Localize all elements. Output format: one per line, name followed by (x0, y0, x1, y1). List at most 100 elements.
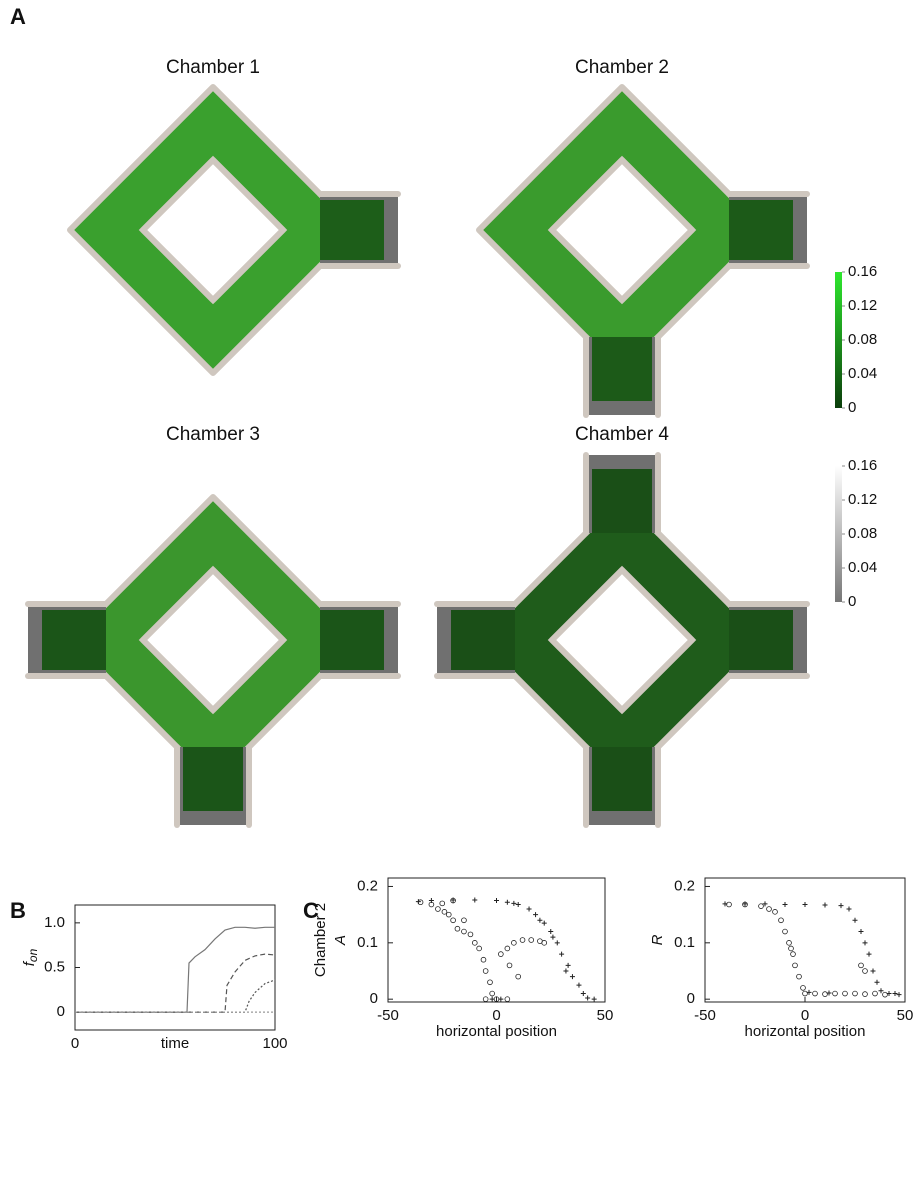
scatter-point (462, 929, 467, 934)
scatter-point (847, 907, 852, 912)
scatter-point (516, 902, 521, 907)
y-tick-label: 0 (370, 990, 378, 1007)
cell-cluster (592, 469, 652, 533)
x-tick-label: 50 (597, 1007, 614, 1024)
plot-frame (75, 905, 275, 1030)
y-tick-label: 0 (687, 990, 695, 1007)
colorbar (835, 466, 842, 602)
x-axis-label: time (161, 1035, 189, 1052)
scatter-point (520, 938, 525, 943)
scatter-point (873, 991, 878, 996)
scatter-point (787, 940, 792, 945)
colorbar-tick-label: 0.08 (848, 331, 877, 348)
scatter-point (455, 926, 460, 931)
scatter-point (570, 974, 575, 979)
scatter-point (859, 929, 864, 934)
scatter-point (853, 918, 858, 923)
scatter-point (843, 991, 848, 996)
scatter-point (507, 963, 512, 968)
cell-cluster (320, 610, 384, 670)
data-line (75, 954, 275, 1012)
scatter-point (813, 991, 818, 996)
scatter-point (773, 909, 778, 914)
x-tick-label: 100 (262, 1035, 287, 1052)
scatter-point (468, 932, 473, 937)
x-tick-label: 0 (801, 1007, 809, 1024)
x-tick-label: -50 (377, 1007, 399, 1024)
y-axis-label: A (332, 935, 349, 946)
scatter-point (871, 969, 876, 974)
scatter-point (823, 992, 828, 997)
cell-cluster (729, 200, 793, 260)
y-axis-label: R (649, 934, 666, 945)
scatter-point (436, 907, 441, 912)
scatter-point (498, 952, 503, 957)
scatter-point (481, 957, 486, 962)
scatter-point (505, 997, 510, 1002)
scatter-point (529, 938, 534, 943)
scatter-point (446, 912, 451, 917)
scatter-point (563, 969, 568, 974)
plot-frame (388, 878, 605, 1002)
chamber-title: Chamber 2 (575, 57, 669, 78)
x-tick-label: 0 (71, 1035, 79, 1052)
scatter-point (585, 996, 590, 1001)
scatter-point (797, 974, 802, 979)
scatter-point (779, 918, 784, 923)
scatter-point (511, 940, 516, 945)
scatter-point (477, 946, 482, 951)
cell-cluster (183, 747, 243, 811)
scatter-point (498, 997, 503, 1002)
x-tick-label: -50 (694, 1007, 716, 1024)
scatter-point (833, 991, 838, 996)
scatter-point (555, 940, 560, 945)
y-tick-label: 0.2 (357, 877, 378, 894)
scatter-point (867, 952, 872, 957)
scatter-point (875, 980, 880, 985)
cell-cluster (592, 747, 652, 811)
scatter-point (548, 929, 553, 934)
plot-frame (705, 878, 905, 1002)
x-tick-label: 0 (492, 1007, 500, 1024)
scatter-point (759, 904, 764, 909)
scatter-point (581, 991, 586, 996)
scatter-point (494, 898, 499, 903)
colorbar-tick-label: 0 (848, 593, 856, 610)
cell-cluster (42, 610, 106, 670)
scatter-point (542, 940, 547, 945)
scatter-point (472, 897, 477, 902)
x-axis-label: horizontal position (745, 1023, 866, 1040)
scatter-point (537, 918, 542, 923)
scatter-point (853, 991, 858, 996)
scatter-point (505, 900, 510, 905)
cell-cluster (451, 610, 515, 670)
scatter-point (839, 903, 844, 908)
scatter-point (879, 988, 884, 993)
y-tick-label: 1.0 (44, 914, 65, 931)
scatter-point (505, 946, 510, 951)
y-tick-label: 0.1 (674, 934, 695, 951)
cell-cluster (320, 200, 384, 260)
cell-cluster (592, 337, 652, 401)
scatter-point (490, 991, 495, 996)
panel-label: A (10, 4, 26, 29)
x-tick-label: 50 (897, 1007, 914, 1024)
scatter-point (576, 983, 581, 988)
scatter-point (883, 992, 888, 997)
scatter-point (793, 963, 798, 968)
scatter-point (566, 963, 571, 968)
chamber-title: Chamber 4 (575, 424, 669, 445)
y-tick-label: 0 (57, 1003, 65, 1020)
scatter-point (592, 997, 597, 1002)
scatter-point (897, 992, 902, 997)
cell-cluster (729, 610, 793, 670)
chamber-title: Chamber 1 (166, 57, 260, 78)
scatter-point (472, 940, 477, 945)
colorbar-tick-label: 0.04 (848, 559, 877, 576)
scatter-point (859, 963, 864, 968)
scatter-point (429, 898, 434, 903)
colorbar-tick-label: 0.12 (848, 297, 877, 314)
colorbar (835, 272, 842, 408)
colorbar-tick-label: 0.04 (848, 365, 877, 382)
scatter-point (533, 912, 538, 917)
